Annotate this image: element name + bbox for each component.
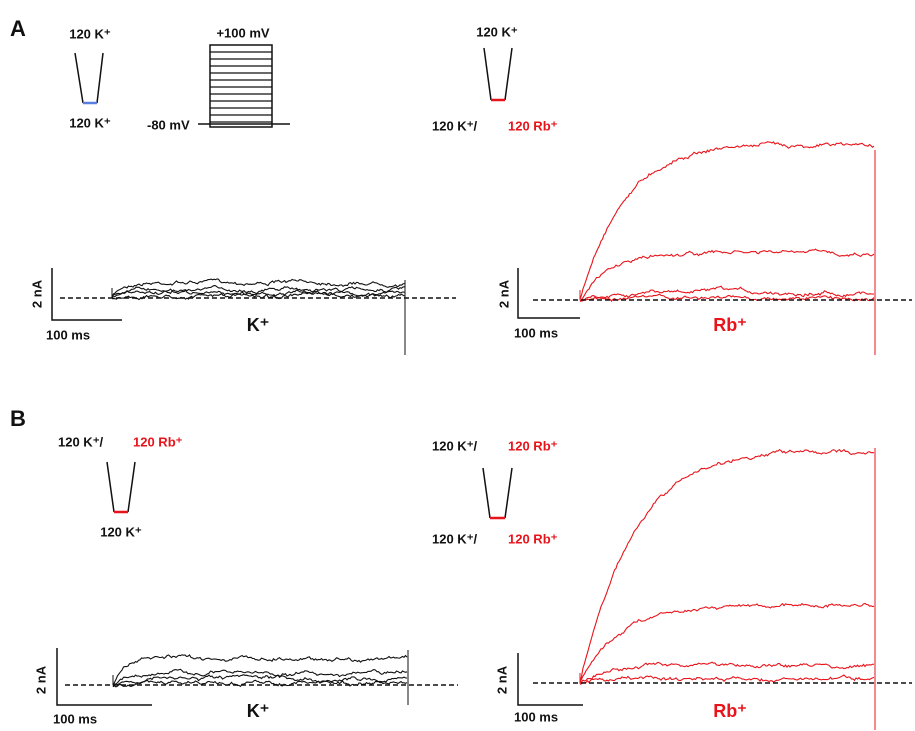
current-trace <box>112 654 408 686</box>
pipette-label: 120 Rb⁺ <box>133 434 183 449</box>
pipette <box>74 52 104 104</box>
scale-label: 2 nA <box>33 665 48 694</box>
traces <box>517 448 912 730</box>
current-trace <box>112 674 408 687</box>
pipette-label: 120 K⁺/ <box>432 438 478 453</box>
current-trace <box>579 661 875 684</box>
current-trace <box>111 278 405 298</box>
current-trace <box>579 248 875 302</box>
current-trace <box>112 668 408 687</box>
pipette-label: 120 Rb⁺ <box>508 118 558 133</box>
pipette-label: 120 K⁺ <box>100 524 142 539</box>
scale-label: 100 ms <box>514 709 558 724</box>
pipette-label: 120 Rb⁺ <box>508 438 558 453</box>
ion-label: K⁺ <box>247 701 270 721</box>
current-trace <box>579 293 875 302</box>
traces <box>51 268 456 355</box>
protocol-label: +100 mV <box>216 25 269 40</box>
pipette-label: 120 K⁺/ <box>432 118 478 133</box>
scale-label: 2 nA <box>496 279 511 308</box>
protocol-label: -80 mV <box>147 117 190 132</box>
panel-label: A <box>10 16 26 41</box>
current-trace <box>579 674 875 685</box>
current-trace <box>579 141 875 300</box>
ion-label: Rb⁺ <box>713 315 747 335</box>
scale-bar <box>51 268 122 321</box>
current-trace <box>112 679 408 688</box>
traces <box>517 141 912 355</box>
scale-label: 100 ms <box>53 711 97 726</box>
scale-bar <box>517 268 580 319</box>
current-trace <box>111 285 405 297</box>
current-trace <box>111 288 405 299</box>
pipette-label: 120 K⁺/ <box>58 434 104 449</box>
pipette-label: 120 K⁺ <box>69 115 111 130</box>
pipette <box>482 467 513 519</box>
voltage-protocol <box>198 44 290 128</box>
traces <box>56 648 458 706</box>
pipette <box>106 461 136 513</box>
ion-label: Rb⁺ <box>713 701 747 721</box>
scale-bar <box>517 653 583 706</box>
scale-label: 100 ms <box>514 325 558 340</box>
scale-label: 2 nA <box>29 279 44 308</box>
pipette <box>483 47 513 101</box>
scale-label: 2 nA <box>494 665 509 694</box>
scale-bar <box>56 648 152 706</box>
pipette-label: 120 Rb⁺ <box>508 531 558 546</box>
ion-label: K⁺ <box>247 315 270 335</box>
current-trace <box>579 285 875 302</box>
current-trace <box>579 602 875 683</box>
pipette-label: 120 K⁺/ <box>432 531 478 546</box>
protocol-box <box>209 44 273 128</box>
pipette-label: 120 K⁺ <box>476 24 518 39</box>
pipette-label: 120 K⁺ <box>69 26 111 41</box>
current-trace <box>579 448 875 684</box>
scale-label: 100 ms <box>46 327 90 342</box>
panel-label: B <box>10 406 26 431</box>
